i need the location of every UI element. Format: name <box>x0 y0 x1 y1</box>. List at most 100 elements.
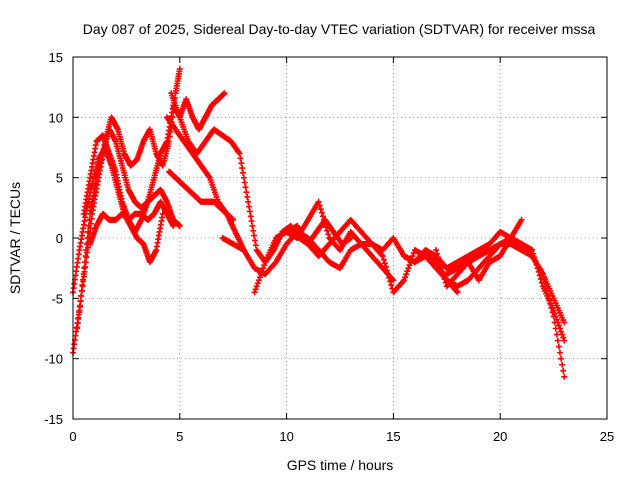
y-tick-label: 5 <box>56 171 63 186</box>
x-tick-label: 20 <box>493 429 507 444</box>
data-point-interp <box>324 227 331 234</box>
data-point-interp <box>560 317 567 324</box>
data-point-interp <box>251 232 258 239</box>
data-point-interp <box>403 271 410 278</box>
data-point-interp <box>405 265 412 272</box>
data-point-interp <box>325 231 332 238</box>
data-point-interp <box>163 197 170 204</box>
data-point-interp <box>441 276 448 283</box>
data-point-interp <box>303 239 310 246</box>
data-point-interp <box>156 152 163 159</box>
data-point-interp <box>85 222 92 229</box>
data-point-interp <box>81 265 88 272</box>
data-point-interp <box>240 174 247 181</box>
data-point-interp <box>152 148 159 155</box>
data-point-interp <box>86 178 93 185</box>
data-point-interp <box>549 292 556 299</box>
x-tick-label: 15 <box>386 429 400 444</box>
data-point-interp <box>436 257 443 264</box>
data-point-interp <box>551 310 558 317</box>
data-point-interp <box>553 331 560 338</box>
data-point-interp <box>282 242 289 249</box>
data-point-interp <box>92 178 99 185</box>
series-track-i <box>219 228 397 284</box>
data-point-interp <box>78 292 85 299</box>
data-point-interp <box>323 224 330 231</box>
data-point-interp <box>316 202 323 209</box>
data-point <box>74 325 81 332</box>
data-point-interp <box>239 165 246 172</box>
data-point-interp <box>528 251 535 258</box>
data-point-interp <box>169 221 176 228</box>
data-point-interp <box>76 303 83 310</box>
data-point-interp <box>558 355 565 362</box>
data-point-interp <box>86 216 93 223</box>
data-point-interp <box>77 298 84 305</box>
data-point-interp <box>139 140 146 147</box>
data-point-interp <box>557 325 564 332</box>
data-point-interp <box>92 224 99 231</box>
data-point-interp <box>259 268 266 275</box>
data-point-interp <box>254 280 261 287</box>
data-point-interp <box>82 214 89 221</box>
data-point-interp <box>557 349 564 356</box>
y-axis-title: SDTVAR / TECUs <box>7 182 23 294</box>
data-point-interp <box>144 200 151 207</box>
y-tick-label: 10 <box>49 110 63 125</box>
data-point-interp <box>383 267 390 274</box>
data-point-interp <box>555 322 562 329</box>
data-point-interp <box>118 160 125 167</box>
data-point-interp <box>261 262 268 269</box>
data-point-interp <box>241 179 248 186</box>
x-tick-labels: 0 5 10 15 20 25 <box>69 429 614 444</box>
data-point-interp <box>256 274 263 281</box>
data-point-interp <box>555 343 562 350</box>
data-point-interp <box>382 263 389 270</box>
data-point-interp <box>435 254 442 261</box>
data-point-interp <box>81 259 88 266</box>
data-point-interp <box>114 125 121 132</box>
data-point-interp <box>246 208 253 215</box>
data-point-interp <box>538 279 545 286</box>
data-point-interp <box>381 260 388 267</box>
data-point-interp <box>184 136 191 143</box>
data-point-interp <box>176 222 183 229</box>
y-tick-label: 15 <box>49 50 63 65</box>
data-point-interp <box>152 248 159 255</box>
data-point-interp <box>231 227 238 234</box>
data-point-interp <box>559 331 566 338</box>
x-axis-title: GPS time / hours <box>287 457 394 473</box>
data-point-interp <box>271 237 278 244</box>
data-point-interp <box>560 334 567 341</box>
y-tick-labels: -15 -10 -5 0 5 10 15 <box>44 50 63 427</box>
data-point-interp <box>175 111 182 118</box>
data-point-interp <box>538 269 545 276</box>
data-point-interp <box>271 260 278 267</box>
data-points <box>70 66 568 380</box>
data-point-interp <box>552 313 559 320</box>
data-point-interp <box>246 203 253 210</box>
data-point-interp <box>252 242 259 249</box>
data-point-interp <box>205 173 212 180</box>
data-point-interp <box>549 304 556 311</box>
data-point-interp <box>214 196 221 203</box>
series-track-l <box>401 241 568 380</box>
data-point-interp <box>553 316 560 323</box>
data-point <box>433 247 440 254</box>
data-point-interp <box>378 251 385 258</box>
x-tick-label: 5 <box>176 429 183 444</box>
data-point-interp <box>137 218 144 225</box>
series-track-e <box>87 198 177 248</box>
data-point-interp <box>453 288 460 295</box>
x-tick-label: 0 <box>69 429 76 444</box>
data-point-interp <box>400 278 407 285</box>
data-point-interp <box>388 282 395 289</box>
data-point-interp <box>112 166 119 173</box>
data-point-interp <box>320 216 327 223</box>
data-point-interp <box>105 148 112 155</box>
y-tick-label: 0 <box>56 231 63 246</box>
data-point-interp <box>78 287 85 294</box>
data-point-interp <box>243 189 250 196</box>
data-point-interp <box>159 214 166 221</box>
